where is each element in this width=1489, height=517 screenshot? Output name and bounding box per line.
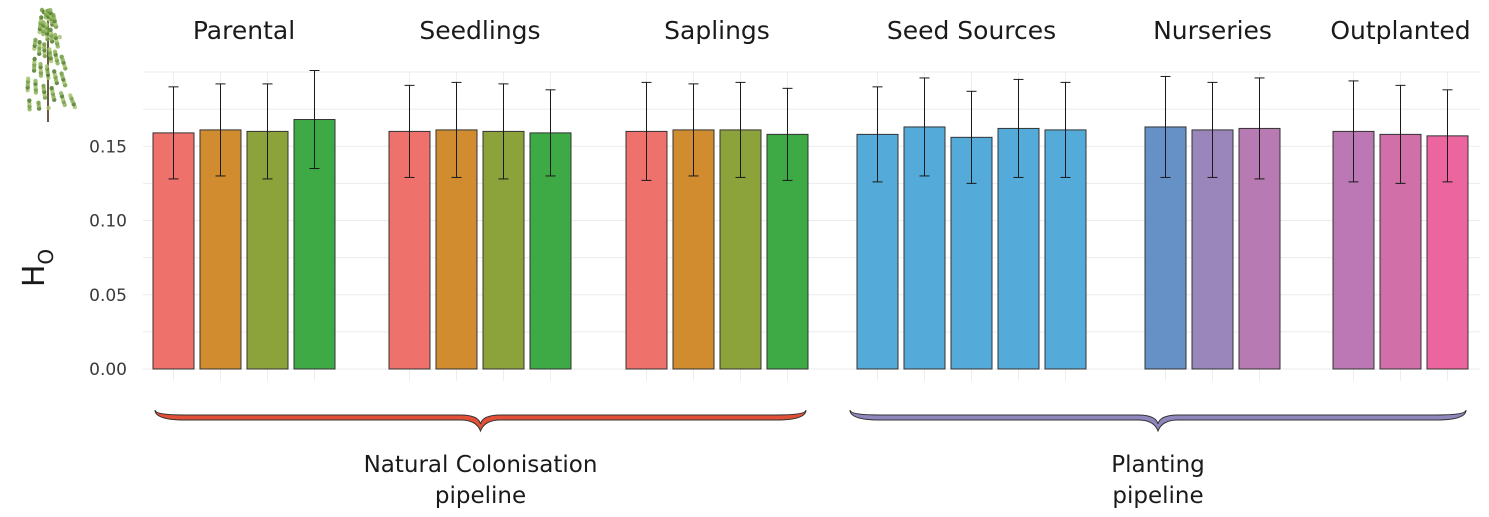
- tree-leaf: [52, 49, 58, 54]
- panel-title: Parental: [193, 16, 295, 45]
- tree-leaf: [26, 76, 31, 81]
- tree-leaf: [44, 22, 49, 27]
- tree-leaf: [41, 83, 46, 89]
- y-axis-title-main: H: [17, 265, 52, 288]
- tree-leaf: [42, 42, 47, 47]
- tree-leaf: [46, 105, 51, 111]
- tree-leaf: [68, 93, 73, 98]
- pipeline-label: pipeline: [435, 483, 526, 509]
- pipeline-brace: [849, 409, 1467, 433]
- tree-leaf: [49, 86, 54, 91]
- tree-leaf: [52, 69, 57, 74]
- tree-leaf: [47, 47, 52, 52]
- y-tick-label: 0.00: [89, 360, 127, 380]
- tree-leaf: [52, 32, 58, 38]
- pipeline-braces: [154, 409, 1467, 433]
- pipeline-brace: [154, 409, 807, 433]
- panel-title: Seedlings: [419, 16, 540, 45]
- birch-tree-icon: [25, 7, 78, 122]
- pipeline-label: Planting: [1111, 452, 1205, 478]
- y-tick-label: 0.15: [89, 137, 127, 157]
- tree-leaf: [33, 78, 38, 84]
- tree-leaf: [57, 34, 62, 40]
- tree-leaf: [38, 61, 43, 67]
- tree-leaf: [59, 71, 64, 76]
- y-axis: 0.00 0.05 0.10 0.15 HO: [17, 137, 127, 380]
- panel-title: Saplings: [664, 16, 770, 45]
- pipeline-label: pipeline: [1112, 483, 1203, 509]
- y-tick-label: 0.10: [89, 212, 127, 232]
- tree-leaf: [37, 40, 42, 45]
- tree-leaf: [59, 54, 64, 59]
- y-axis-title-subscript: O: [34, 249, 58, 265]
- panel-title: Seed Sources: [887, 16, 1056, 45]
- pipeline-labels: Natural Colonisation pipeline Planting pipe…: [364, 452, 1205, 509]
- tree-leaf: [27, 98, 32, 103]
- tree-leaf: [48, 7, 53, 13]
- y-axis-title: HO: [17, 249, 58, 287]
- tree-leaf: [39, 15, 44, 20]
- y-tick-label: 0.05: [89, 286, 127, 306]
- panel-title: Nurseries: [1153, 16, 1272, 45]
- tree-leaf: [32, 56, 37, 62]
- panel-titles: Parental Seedlings Saplings Seed Sources Nur…: [193, 16, 1471, 45]
- tree-leaf: [51, 13, 56, 18]
- tree-leaf: [44, 64, 50, 69]
- tree-leaf: [48, 27, 53, 32]
- tree-leaf: [36, 100, 41, 106]
- error-bars: [168, 70, 1453, 184]
- tree-leaf: [33, 37, 38, 43]
- pipeline-label: Natural Colonisation: [364, 452, 598, 478]
- tree-leaf: [58, 91, 64, 96]
- panel-title: Outplanted: [1330, 16, 1470, 45]
- tree-leaf: [41, 20, 46, 25]
